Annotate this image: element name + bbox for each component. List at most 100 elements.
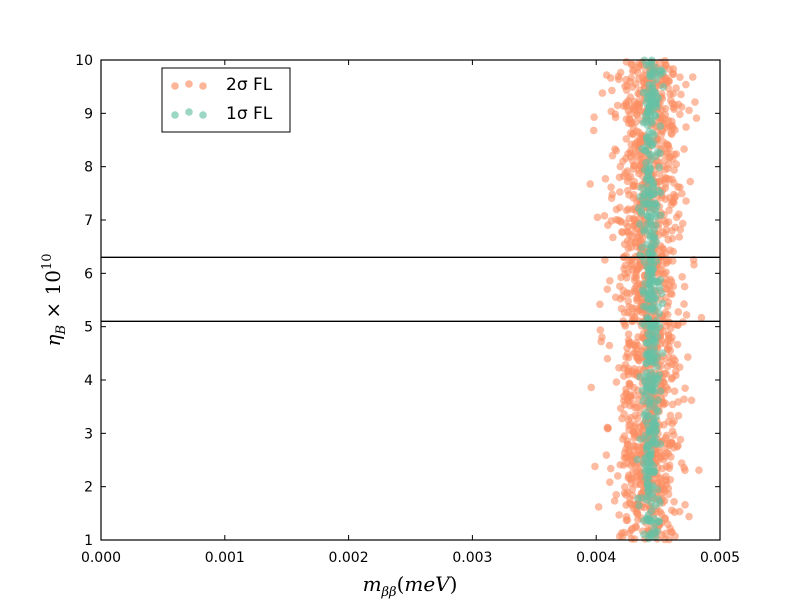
data-point xyxy=(631,314,639,322)
data-point xyxy=(636,480,645,488)
data-point xyxy=(644,351,652,359)
data-point xyxy=(616,282,624,291)
data-point xyxy=(651,199,659,207)
data-point xyxy=(688,73,697,81)
legend: 2σ FL 1σ FL xyxy=(161,67,291,133)
data-point xyxy=(680,395,688,404)
data-point xyxy=(635,220,644,228)
data-point xyxy=(621,219,630,228)
data-point xyxy=(630,391,639,399)
data-point xyxy=(697,313,706,322)
data-point xyxy=(643,173,651,182)
data-point xyxy=(646,426,655,434)
data-point xyxy=(645,102,654,110)
data-point xyxy=(623,516,632,525)
y-tick-label: 2 xyxy=(84,480,93,496)
data-point xyxy=(658,480,666,489)
data-point xyxy=(685,512,693,521)
data-point xyxy=(647,386,656,395)
data-point xyxy=(600,212,609,220)
data-point xyxy=(593,213,602,222)
data-point xyxy=(661,104,670,113)
data-point xyxy=(615,173,624,182)
data-point xyxy=(587,383,596,392)
data-point xyxy=(652,350,661,358)
data-point xyxy=(615,364,623,372)
y-tick-label: 1 xyxy=(84,533,93,549)
legend-marker xyxy=(171,111,179,119)
data-point xyxy=(670,387,679,396)
data-point xyxy=(586,180,595,188)
data-point xyxy=(624,244,633,253)
data-point xyxy=(616,188,624,196)
data-point xyxy=(631,238,640,247)
data-point xyxy=(608,86,616,95)
data-point xyxy=(632,127,641,136)
data-point xyxy=(622,206,631,215)
data-point xyxy=(665,318,674,327)
data-point xyxy=(664,257,673,265)
data-point xyxy=(648,129,657,137)
data-point xyxy=(646,458,654,467)
data-point xyxy=(661,452,669,461)
data-point xyxy=(643,88,651,96)
data-point xyxy=(644,511,653,519)
data-point xyxy=(668,419,677,428)
data-point xyxy=(633,414,642,423)
data-point xyxy=(596,300,604,309)
data-point xyxy=(652,327,660,336)
data-point xyxy=(676,73,684,81)
data-point xyxy=(651,278,660,287)
data-point xyxy=(632,288,640,296)
data-point xyxy=(643,295,652,303)
data-point xyxy=(624,297,633,305)
data-point xyxy=(662,140,671,148)
data-point xyxy=(616,203,624,212)
data-point xyxy=(604,221,612,229)
data-point xyxy=(621,270,629,278)
data-point xyxy=(645,284,654,293)
data-point xyxy=(644,212,652,220)
data-point xyxy=(616,404,625,413)
plot-frame xyxy=(100,59,721,541)
data-point xyxy=(667,130,676,138)
data-point xyxy=(692,114,701,122)
data-point xyxy=(638,286,647,294)
data-point xyxy=(647,380,655,388)
data-point xyxy=(639,397,648,406)
data-point xyxy=(695,466,703,474)
data-point xyxy=(634,428,643,436)
data-point xyxy=(673,340,682,349)
legend-marker xyxy=(199,111,207,119)
data-point xyxy=(676,110,684,119)
data-point xyxy=(623,440,632,449)
data-point xyxy=(610,497,619,505)
data-point xyxy=(681,384,689,393)
data-point xyxy=(646,517,655,526)
data-point xyxy=(642,368,651,377)
series-1sigma xyxy=(633,56,668,543)
data-point xyxy=(649,336,657,345)
data-point xyxy=(646,164,655,172)
data-point xyxy=(619,102,628,110)
data-point xyxy=(601,256,609,264)
data-point xyxy=(638,386,647,395)
data-point xyxy=(628,103,637,112)
data-point xyxy=(677,90,685,99)
data-point xyxy=(631,139,640,148)
data-point xyxy=(640,227,648,236)
legend-label-2sigma: 2σ FL xyxy=(226,75,273,95)
data-point xyxy=(634,515,642,524)
legend-marker xyxy=(171,82,179,90)
data-point xyxy=(624,150,632,158)
x-axis-label-subscript: ββ xyxy=(381,585,397,600)
data-point xyxy=(665,358,673,367)
data-point xyxy=(654,518,663,526)
data-point xyxy=(638,319,647,328)
data-point xyxy=(657,131,666,139)
data-point xyxy=(629,165,638,173)
data-point xyxy=(636,435,645,443)
data-point xyxy=(653,485,662,494)
data-point xyxy=(668,506,676,515)
data-point xyxy=(645,319,654,328)
